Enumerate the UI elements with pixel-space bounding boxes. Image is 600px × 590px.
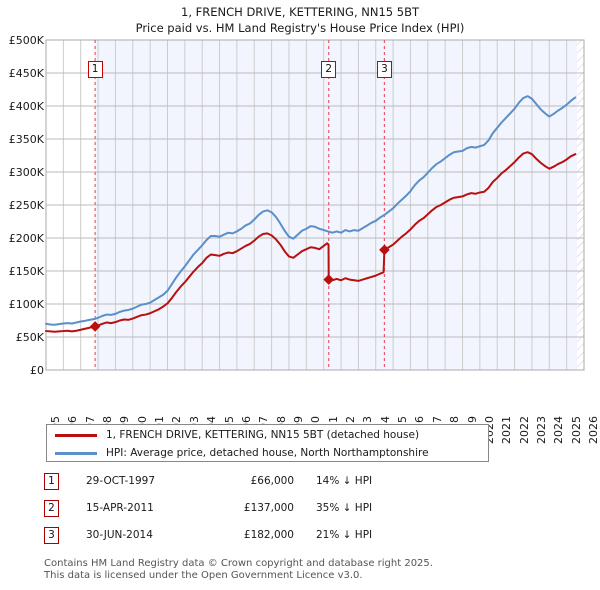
y-axis-labels: £0 £50K £100K £150K £200K £250K £300K £350K £400… bbox=[0, 33, 44, 377]
y-axis-tick-label: £0 bbox=[30, 363, 44, 377]
status-badge: 2 bbox=[44, 500, 59, 517]
y-axis-tick-label: £150K bbox=[8, 264, 44, 278]
transaction-price: £182,000 bbox=[243, 529, 294, 541]
page-title: 1, FRENCH DRIVE, KETTERING, NN15 5BT bbox=[181, 5, 419, 19]
chart-annotation-1: 1 bbox=[87, 61, 103, 79]
chart-annotation-2: 2 bbox=[321, 61, 337, 79]
table-row: 3 30-JUN-2014 £182,000 21% ↓ HPI bbox=[44, 524, 494, 551]
transaction-date: 15-APR-2011 bbox=[86, 502, 154, 514]
chart-legend: 1, FRENCH DRIVE, KETTERING, NN15 5BT (de… bbox=[46, 424, 489, 462]
x-axis-tick-label: 2023 bbox=[534, 416, 548, 444]
y-axis-tick-label: £100K bbox=[8, 297, 44, 311]
chart-plot-area bbox=[0, 36, 600, 376]
chart-annotation-3: 3 bbox=[376, 61, 392, 79]
table-row: 2 15-APR-2011 £137,000 35% ↓ HPI bbox=[44, 497, 494, 524]
legend-swatch-hpi bbox=[55, 451, 97, 455]
page-subtitle: Price paid vs. HM Land Registry's House … bbox=[135, 21, 465, 35]
x-axis-labels: 1995199619971998199920002001200220032004… bbox=[0, 372, 600, 444]
x-axis-tick-label: 2026 bbox=[587, 416, 600, 444]
x-axis-tick-label: 2022 bbox=[517, 416, 531, 444]
y-axis-tick-label: £500K bbox=[8, 33, 44, 47]
x-axis-tick-label: 2025 bbox=[569, 416, 583, 444]
transaction-price: £66,000 bbox=[250, 475, 294, 487]
transaction-date: 30-JUN-2014 bbox=[86, 529, 153, 541]
table-row: 1 29-OCT-1997 £66,000 14% ↓ HPI bbox=[44, 470, 494, 497]
transaction-hpi-delta: 14% ↓ HPI bbox=[316, 475, 373, 487]
y-axis-tick-label: £250K bbox=[8, 198, 44, 212]
x-axis-tick-label: 2024 bbox=[552, 416, 566, 444]
y-axis-tick-label: £350K bbox=[8, 132, 44, 146]
footer-copyright: Contains HM Land Registry data © Crown c… bbox=[44, 558, 433, 569]
legend-item-price-paid: 1, FRENCH DRIVE, KETTERING, NN15 5BT (de… bbox=[47, 426, 419, 444]
legend-item-hpi: HPI: Average price, detached house, Nort… bbox=[47, 444, 429, 462]
transaction-hpi-delta: 35% ↓ HPI bbox=[316, 502, 373, 514]
transaction-date: 29-OCT-1997 bbox=[86, 475, 155, 487]
y-axis-tick-label: £200K bbox=[8, 231, 44, 245]
title-block: 1, FRENCH DRIVE, KETTERING, NN15 5BT Pri… bbox=[0, 4, 600, 36]
legend-label-hpi: HPI: Average price, detached house, Nort… bbox=[106, 447, 429, 459]
transaction-hpi-delta: 21% ↓ HPI bbox=[316, 529, 373, 541]
status-badge: 1 bbox=[44, 473, 59, 490]
footer-licence: This data is licensed under the Open Gov… bbox=[44, 570, 363, 581]
y-axis-tick-label: £400K bbox=[8, 99, 44, 113]
legend-swatch-price-paid bbox=[55, 433, 97, 437]
legend-label-price-paid: 1, FRENCH DRIVE, KETTERING, NN15 5BT (de… bbox=[106, 429, 420, 441]
transactions-table: 1 29-OCT-1997 £66,000 14% ↓ HPI 2 15-APR… bbox=[44, 470, 494, 551]
x-axis-tick-label: 2021 bbox=[500, 416, 514, 444]
y-axis-tick-label: £450K bbox=[8, 66, 44, 80]
status-badge: 3 bbox=[44, 527, 59, 544]
chart-svg bbox=[45, 39, 585, 371]
transaction-price: £137,000 bbox=[243, 502, 294, 514]
y-axis-tick-label: £300K bbox=[8, 165, 44, 179]
footer: Contains HM Land Registry data © Crown c… bbox=[44, 558, 584, 582]
y-axis-tick-label: £50K bbox=[15, 330, 44, 344]
